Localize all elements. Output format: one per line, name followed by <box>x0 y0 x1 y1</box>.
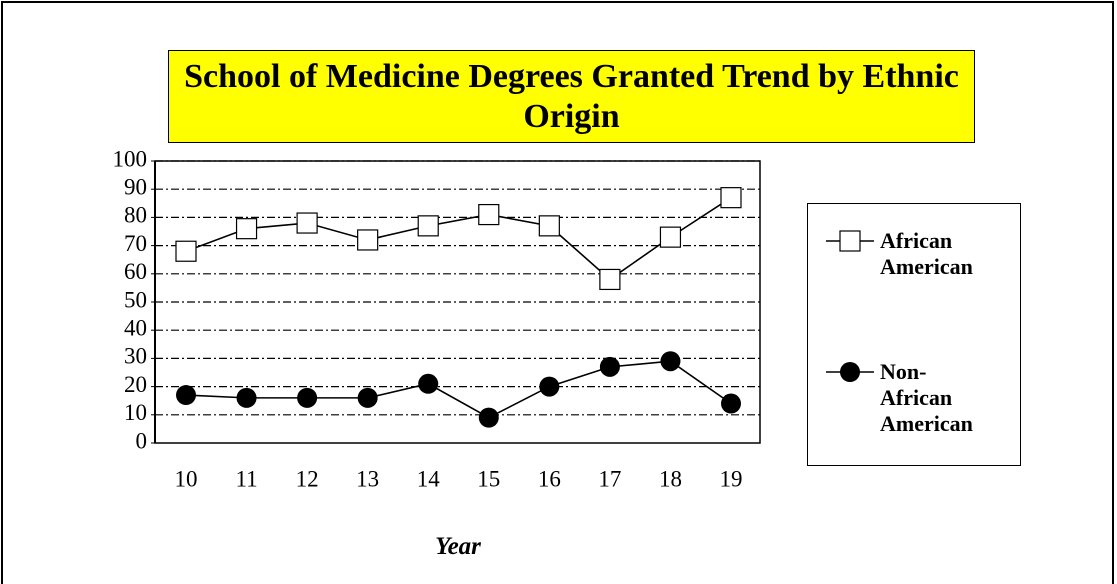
x-axis-label: Year <box>435 533 481 560</box>
series-line <box>185 360 732 419</box>
data-point <box>417 215 439 237</box>
data-point <box>296 212 318 234</box>
data-point <box>418 373 439 394</box>
series-line <box>185 196 732 281</box>
legend-marker <box>840 362 860 382</box>
legend-label: Non-African American <box>880 359 973 436</box>
data-point <box>599 356 620 377</box>
data-point <box>357 229 379 251</box>
data-point <box>539 376 560 397</box>
x-tick-label: 13 <box>356 466 379 491</box>
y-tick-label: 90 <box>124 174 147 199</box>
y-tick-label: 0 <box>136 428 148 453</box>
y-tick-label: 10 <box>124 400 147 425</box>
data-point <box>175 240 197 262</box>
data-point <box>599 268 621 291</box>
data-point <box>659 226 682 248</box>
x-tick-label: 16 <box>538 466 561 491</box>
x-tick-label: 11 <box>235 466 257 491</box>
data-point <box>357 387 378 408</box>
data-point <box>721 393 741 414</box>
x-tick-label: 15 <box>477 466 500 491</box>
data-point <box>478 203 500 226</box>
data-point <box>297 387 318 408</box>
legend-marker <box>839 230 861 252</box>
y-tick-label: 20 <box>124 372 147 397</box>
y-tick-label: 60 <box>124 259 147 284</box>
y-tick-label: 50 <box>124 287 147 312</box>
y-tick-label: 40 <box>124 315 147 340</box>
data-point <box>720 187 742 209</box>
legend-label: African American <box>880 228 973 279</box>
data-point <box>660 351 681 372</box>
x-tick-label: 19 <box>720 466 743 491</box>
x-tick-label: 10 <box>175 466 198 491</box>
x-tick-label: 18 <box>659 466 682 491</box>
y-tick-label: 70 <box>124 231 147 256</box>
data-point <box>538 215 560 237</box>
chart-title: School of Medicine Degrees Granted Trend… <box>168 50 975 143</box>
y-tick-label: 80 <box>124 203 147 228</box>
x-tick-label: 12 <box>296 466 319 491</box>
legend-symbols <box>826 230 874 382</box>
data-point <box>236 387 257 408</box>
data-point <box>235 218 258 240</box>
legend: African American Non-African American <box>807 203 1021 466</box>
y-tick-label: 30 <box>124 344 147 369</box>
data-point <box>176 385 196 406</box>
data-point <box>478 407 499 428</box>
x-tick-label: 14 <box>417 466 441 491</box>
x-tick-label: 17 <box>598 466 621 491</box>
y-tick-label: 100 <box>113 146 148 171</box>
